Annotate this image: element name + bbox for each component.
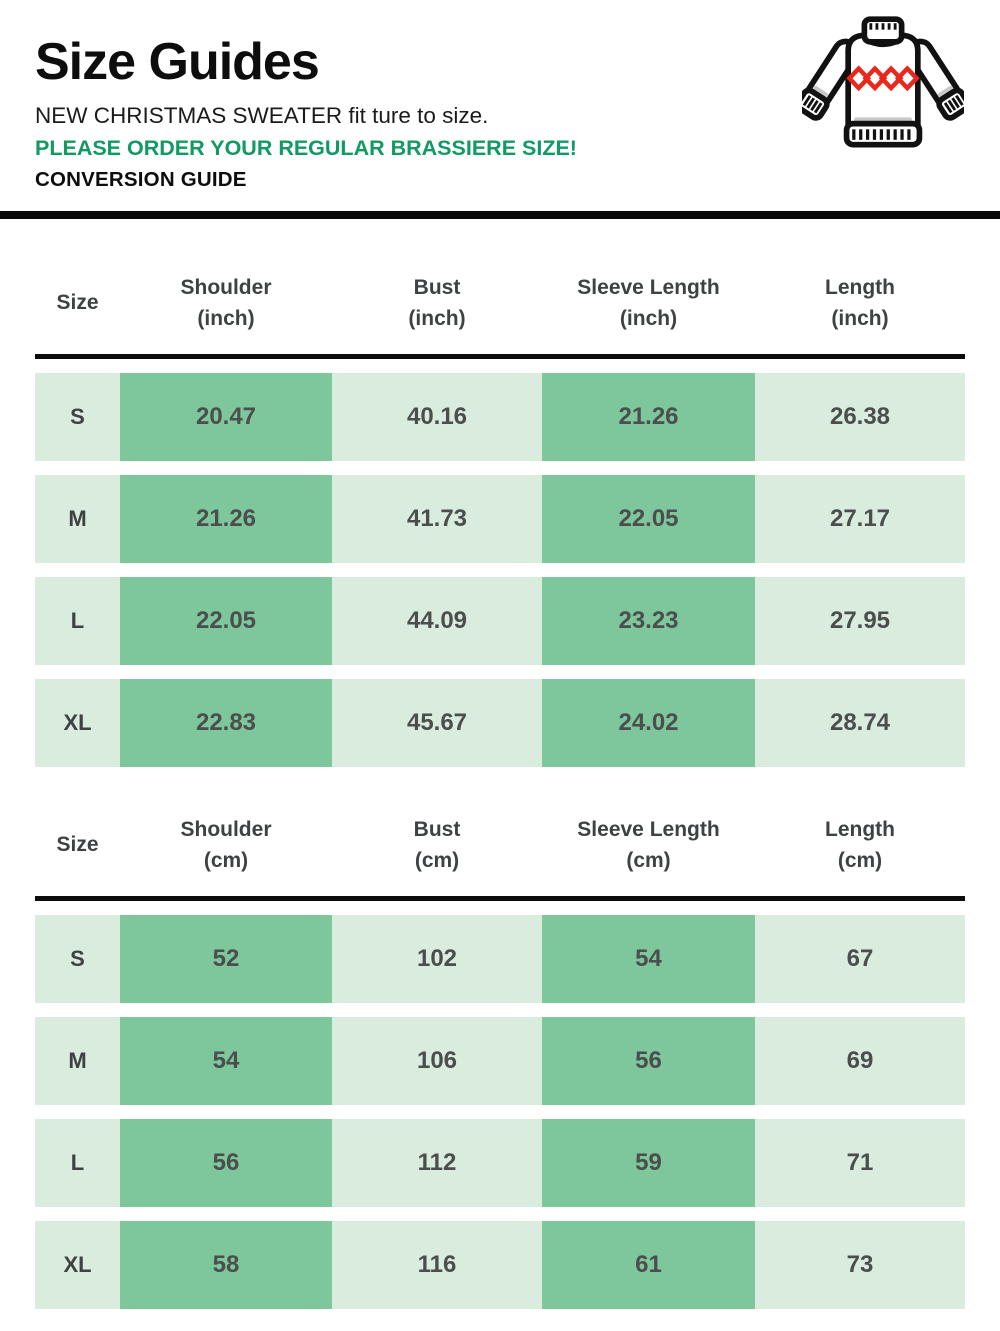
sleeve-length-cell: 21.26: [542, 373, 755, 461]
size-table-inch: Size Shoulder (inch) Bust (inch) Sleeve …: [35, 265, 965, 767]
size-cell: L: [35, 577, 120, 665]
table-row: S 20.47 40.16 21.26 26.38: [35, 373, 965, 461]
table-row: XL 58 116 61 73: [35, 1221, 965, 1309]
column-header-shoulder: Shoulder (cm): [120, 814, 332, 877]
sleeve-length-cell: 59: [542, 1119, 755, 1207]
column-header-bust: Bust (inch): [332, 272, 542, 335]
length-cell: 28.74: [755, 679, 965, 767]
column-header-bust: Bust (cm): [332, 814, 542, 877]
bust-cell: 41.73: [332, 475, 542, 563]
column-header-sleeve-length: Sleeve Length (cm): [542, 814, 755, 877]
bust-cell: 102: [332, 915, 542, 1003]
sleeve-length-cell: 24.02: [542, 679, 755, 767]
column-header-length: Length (cm): [755, 814, 965, 877]
table-row: M 54 106 56 69: [35, 1017, 965, 1105]
table-row: S 52 102 54 67: [35, 915, 965, 1003]
column-label: Shoulder: [180, 817, 272, 841]
shoulder-cell: 21.26: [120, 475, 332, 563]
column-unit: (inch): [197, 307, 255, 330]
length-cell: 27.17: [755, 475, 965, 563]
column-label: Bust: [413, 275, 461, 299]
length-cell: 69: [755, 1017, 965, 1105]
size-cell: S: [35, 373, 120, 461]
table-row: XL 22.83 45.67 24.02 28.74: [35, 679, 965, 767]
size-cell: XL: [35, 679, 120, 767]
column-unit: (cm): [414, 849, 460, 872]
column-label: Length: [825, 817, 895, 841]
column-header-size: Size: [35, 287, 120, 319]
column-label: Length: [825, 275, 895, 299]
subtitle: NEW CHRISTMAS SWEATER fit ture to size.: [35, 103, 489, 128]
length-cell: 67: [755, 915, 965, 1003]
length-cell: 73: [755, 1221, 965, 1309]
sleeve-length-cell: 61: [542, 1221, 755, 1309]
column-header-shoulder: Shoulder (inch): [120, 272, 332, 335]
column-header-size: Size: [35, 829, 120, 861]
length-cell: 27.95: [755, 577, 965, 665]
shoulder-cell: 52: [120, 915, 332, 1003]
sleeve-length-cell: 54: [542, 915, 755, 1003]
shoulder-cell: 56: [120, 1119, 332, 1207]
size-cell: M: [35, 475, 120, 563]
order-notice: PLEASE ORDER YOUR REGULAR BRASSIERE SIZE…: [35, 136, 577, 160]
sleeve-length-cell: 22.05: [542, 475, 755, 563]
column-label: Sleeve Length: [577, 275, 720, 299]
shoulder-cell: 20.47: [120, 373, 332, 461]
bust-cell: 116: [332, 1221, 542, 1309]
header: Size Guides NEW CHRISTMAS SWEATER fit tu…: [0, 0, 1000, 192]
header-divider: [0, 211, 1000, 219]
column-unit: (cm): [203, 849, 249, 872]
column-unit: (inch): [831, 307, 889, 330]
table-header-row: Size Shoulder (inch) Bust (inch) Sleeve …: [35, 265, 965, 341]
table-header-rule: [35, 354, 965, 359]
page-title: Size Guides: [35, 33, 320, 91]
shoulder-cell: 58: [120, 1221, 332, 1309]
bust-cell: 44.09: [332, 577, 542, 665]
column-label: Size: [56, 833, 99, 857]
bust-cell: 40.16: [332, 373, 542, 461]
table-header-rule: [35, 896, 965, 901]
column-label: Sleeve Length: [577, 817, 720, 841]
table-row: L 22.05 44.09 23.23 27.95: [35, 577, 965, 665]
bust-cell: 45.67: [332, 679, 542, 767]
sleeve-length-cell: 56: [542, 1017, 755, 1105]
column-header-sleeve-length: Sleeve Length (inch): [542, 272, 755, 335]
column-label: Shoulder: [180, 275, 272, 299]
sweater-icon: [795, 12, 971, 164]
table-header-row: Size Shoulder (cm) Bust (cm) Sleeve Leng…: [35, 807, 965, 883]
table-row: M 21.26 41.73 22.05 27.17: [35, 475, 965, 563]
shoulder-cell: 22.05: [120, 577, 332, 665]
column-label: Size: [56, 291, 99, 315]
size-cell: XL: [35, 1221, 120, 1309]
shoulder-cell: 22.83: [120, 679, 332, 767]
bust-cell: 106: [332, 1017, 542, 1105]
sleeve-length-cell: 23.23: [542, 577, 755, 665]
size-cell: L: [35, 1119, 120, 1207]
length-cell: 71: [755, 1119, 965, 1207]
column-unit: (inch): [408, 307, 466, 330]
size-table-cm: Size Shoulder (cm) Bust (cm) Sleeve Leng…: [35, 807, 965, 1309]
table-row: L 56 112 59 71: [35, 1119, 965, 1207]
length-cell: 26.38: [755, 373, 965, 461]
conversion-guide-label: CONVERSION GUIDE: [35, 168, 247, 191]
size-cell: S: [35, 915, 120, 1003]
column-label: Bust: [413, 817, 461, 841]
size-cell: M: [35, 1017, 120, 1105]
column-header-length: Length (inch): [755, 272, 965, 335]
bust-cell: 112: [332, 1119, 542, 1207]
column-unit: (cm): [837, 849, 883, 872]
column-unit: (inch): [619, 307, 678, 330]
column-unit: (cm): [626, 849, 671, 872]
shoulder-cell: 54: [120, 1017, 332, 1105]
size-tables: Size Shoulder (inch) Bust (inch) Sleeve …: [0, 265, 1000, 1309]
